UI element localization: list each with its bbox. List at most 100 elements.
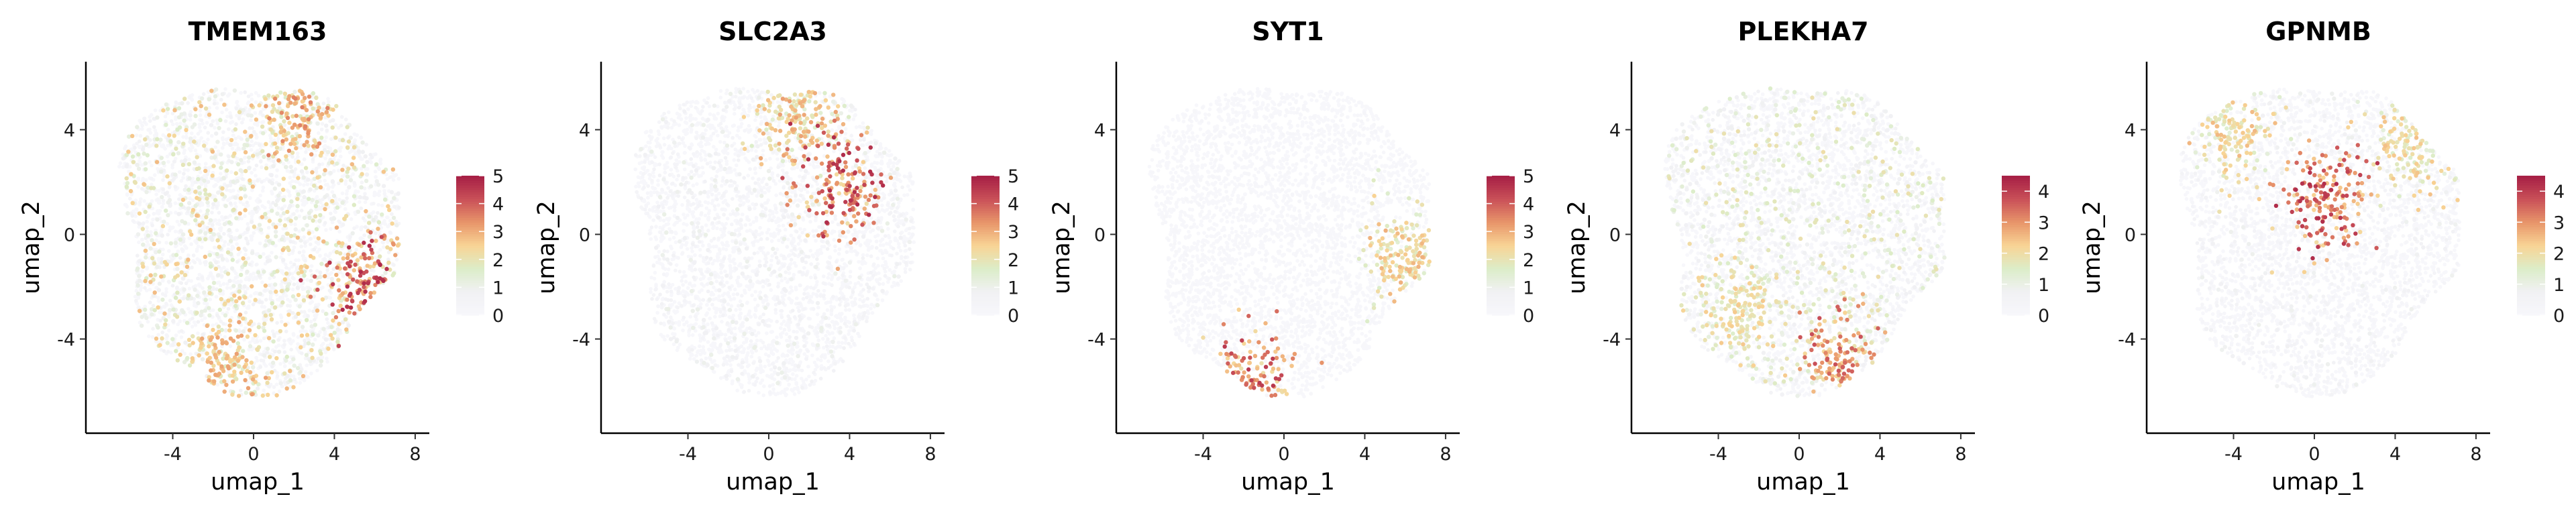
data-point — [220, 92, 225, 97]
data-point — [136, 178, 140, 182]
data-point — [332, 307, 337, 312]
data-point — [178, 203, 184, 207]
data-point — [246, 256, 251, 260]
data-point — [262, 270, 266, 274]
data-point — [714, 244, 718, 249]
data-point — [345, 125, 350, 129]
data-point — [870, 310, 875, 315]
x-tick-label: 8 — [409, 444, 421, 465]
data-point — [233, 201, 237, 206]
data-point — [337, 240, 341, 245]
data-point — [154, 160, 160, 164]
data-point — [331, 310, 335, 316]
data-point — [712, 113, 716, 117]
data-point — [777, 120, 782, 125]
data-point — [386, 240, 390, 244]
data-point — [323, 337, 329, 342]
data-point — [178, 352, 182, 357]
data-point — [345, 304, 350, 309]
data-point — [341, 164, 345, 168]
data-point — [298, 123, 303, 127]
data-point — [246, 386, 251, 390]
data-point — [150, 223, 154, 227]
data-point — [231, 279, 236, 283]
data-point — [329, 276, 335, 282]
y-tick-label: 4 — [64, 120, 75, 141]
data-point — [196, 131, 201, 136]
data-point — [241, 349, 246, 353]
data-point — [264, 104, 268, 109]
data-point — [237, 329, 242, 334]
data-point — [179, 329, 184, 333]
data-point — [245, 306, 250, 310]
data-point — [380, 240, 385, 245]
data-point — [138, 133, 143, 138]
data-point — [124, 184, 129, 189]
data-point — [365, 264, 370, 268]
data-point — [130, 214, 135, 218]
data-point — [394, 236, 400, 241]
data-point — [344, 117, 348, 121]
data-point — [157, 249, 162, 254]
data-point — [250, 392, 254, 397]
data-point — [207, 291, 212, 296]
data-point — [250, 284, 254, 289]
data-point — [202, 144, 207, 148]
data-point — [346, 166, 351, 171]
data-point — [175, 285, 179, 290]
data-point — [301, 253, 305, 258]
data-point — [369, 268, 374, 272]
data-point — [386, 225, 390, 229]
data-point — [809, 275, 813, 280]
data-point — [271, 164, 276, 168]
data-point — [255, 359, 260, 363]
data-point — [278, 218, 282, 223]
data-point — [389, 190, 394, 194]
data-point — [252, 231, 256, 235]
data-point — [144, 142, 149, 148]
colorbar-segment — [456, 303, 484, 306]
data-point — [258, 143, 262, 148]
data-point — [729, 304, 734, 308]
data-point — [634, 184, 638, 189]
data-point — [325, 317, 329, 321]
data-point — [359, 227, 363, 231]
data-point — [319, 135, 324, 140]
data-point — [383, 270, 388, 276]
data-point — [143, 286, 147, 290]
data-point — [644, 144, 648, 148]
data-point — [140, 186, 144, 191]
data-point — [222, 379, 227, 384]
data-point — [358, 306, 362, 312]
data-point — [138, 200, 142, 205]
data-point — [227, 328, 232, 333]
data-point — [227, 127, 231, 131]
data-point — [167, 198, 172, 203]
data-point — [176, 131, 180, 136]
data-point — [199, 313, 203, 318]
data-point — [228, 213, 233, 218]
data-point — [175, 219, 180, 224]
data-point — [666, 218, 671, 222]
data-point — [240, 300, 246, 306]
data-point — [704, 128, 708, 132]
data-point — [315, 175, 320, 180]
data-point — [742, 341, 746, 345]
data-point — [311, 144, 316, 149]
data-point — [169, 119, 174, 123]
data-point — [276, 137, 280, 141]
data-point — [393, 253, 398, 258]
data-point — [200, 357, 205, 361]
data-point — [164, 302, 168, 306]
data-point — [278, 329, 283, 334]
data-point — [297, 304, 302, 309]
data-point — [378, 262, 382, 268]
data-point — [252, 225, 257, 229]
data-point — [667, 303, 672, 308]
data-point — [237, 289, 241, 294]
data-point — [305, 290, 311, 294]
data-point — [300, 198, 304, 203]
data-point — [225, 258, 229, 263]
data-point — [156, 209, 160, 213]
